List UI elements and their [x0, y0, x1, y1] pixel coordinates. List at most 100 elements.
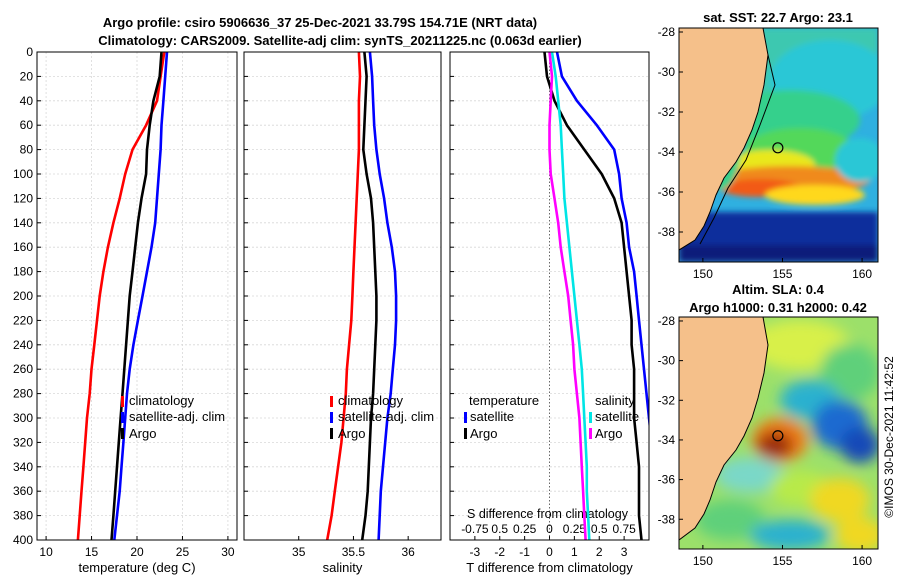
depth-tick-label: 400	[13, 533, 33, 547]
sla-map-title-line1: Altim. SLA: 0.4	[732, 282, 825, 297]
legend-swatch-sal-satellite	[589, 412, 592, 423]
legend-swatch-climatology	[121, 396, 124, 407]
x-axis-label: salinity	[323, 560, 363, 575]
depth-tick-label: 300	[13, 411, 33, 425]
series-argo	[360, 52, 378, 540]
map-y-tick-label: -30	[658, 65, 676, 79]
map-x-tick-label: 155	[772, 267, 792, 281]
x-tick-label-top: 0	[546, 522, 553, 536]
x-tick-label: 2	[596, 545, 603, 559]
map-x-tick-label: 160	[852, 267, 872, 281]
legend-header-temperature: temperature	[469, 393, 539, 408]
depth-tick-label: 140	[13, 216, 33, 230]
series-temperature-argo	[543, 52, 643, 540]
x-tick-label-top: 0.75	[612, 522, 636, 536]
x-axis-label: temperature (deg C)	[78, 560, 195, 575]
legend-swatch-sal-argo	[589, 428, 592, 439]
x-tick-label: 35.5	[342, 545, 366, 559]
legend-swatch-argo	[121, 428, 124, 439]
series-salinity-argo	[548, 52, 587, 540]
depth-tick-label: 160	[13, 240, 33, 254]
sla-argo-marker	[772, 430, 784, 442]
depth-tick-label: 100	[13, 167, 33, 181]
depth-tick-label: 40	[20, 94, 34, 108]
map-y-tick-label: -30	[658, 354, 676, 368]
sst-land-mask	[679, 28, 769, 251]
x-tick-label-top: 0.25	[513, 522, 537, 536]
depth-tick-label: 0	[26, 45, 33, 59]
depth-tick-label: 80	[20, 143, 34, 157]
map-y-tick-label: -38	[658, 225, 676, 239]
map-y-tick-label: -36	[658, 473, 676, 487]
salinity-axes: 35 35.5 36 salinity	[243, 51, 442, 575]
temperature-profile-frame	[36, 51, 238, 541]
sst-map	[678, 27, 879, 263]
depth-tick-label: 240	[13, 338, 33, 352]
depth-tick-label: 280	[13, 387, 33, 401]
map-x-tick-label: 160	[852, 554, 872, 568]
x-tick-label: 35	[292, 545, 306, 559]
sst-map-frame	[678, 27, 879, 263]
depth-tick-label: 180	[13, 265, 33, 279]
legend-label-climatology: climatology	[338, 393, 404, 408]
x-tick-label: -2	[494, 545, 505, 559]
legend-swatch-satellite	[330, 412, 333, 423]
x-tick-label-top: 0.5	[591, 522, 608, 536]
map-y-tick-label: -36	[658, 185, 676, 199]
series-climatology	[325, 52, 362, 540]
sla-map	[678, 316, 879, 550]
legend-label-temp-argo: Argo	[470, 426, 497, 441]
difference-legend: temperature satellite Argo salinity sate…	[464, 393, 639, 441]
temperature-axes: 10 15 20 25 30 temperature (deg C) 0 20 40 60 80 10…	[13, 45, 238, 575]
legend-label-temp-satellite: satellite	[470, 409, 514, 424]
legend-header-salinity: salinity	[595, 393, 635, 408]
series-climatology	[76, 52, 166, 540]
series-temperature-satellite	[555, 52, 649, 431]
x-tick-label-top: 0.25	[563, 522, 587, 536]
depth-tick-label: 320	[13, 435, 33, 449]
map-y-tick-label: -32	[658, 393, 676, 407]
depth-tick-label: 340	[13, 460, 33, 474]
map-x-tick-label: 155	[772, 554, 792, 568]
map-y-tick-label: -38	[658, 512, 676, 526]
series-satellite-adj-clim	[113, 52, 169, 540]
salinity-profile-frame	[243, 51, 442, 541]
sla-map-frame	[678, 316, 879, 550]
x-tick-label: 1	[571, 545, 578, 559]
x-tick-label: -3	[470, 545, 481, 559]
legend-swatch-argo	[330, 428, 333, 439]
series-salinity-satellite	[550, 52, 591, 540]
legend-label-sal-argo: Argo	[595, 426, 622, 441]
credit-stamp: ©IMOS 30-Dec-2021 11:42:52	[882, 356, 896, 518]
x-tick-label: -1	[519, 545, 530, 559]
map-y-tick-label: -32	[658, 105, 676, 119]
depth-tick-label: 220	[13, 313, 33, 327]
legend-label-satellite: satellite-adj. clim	[129, 409, 225, 424]
temperature-legend: climatology satellite-adj. clim Argo	[121, 393, 225, 441]
legend-label-argo: Argo	[338, 426, 365, 441]
difference-axes: -3 -2 -1 0 1 2 3 S difference from climatology-…	[449, 51, 650, 575]
figure-title-line2: Climatology: CARS2009. Satellite-adj cli…	[98, 33, 581, 48]
x-tick-label: 25	[176, 545, 190, 559]
series-argo	[110, 52, 163, 540]
depth-tick-label: 200	[13, 289, 33, 303]
sst-shelf-contour	[699, 54, 776, 245]
map-y-tick-label: -34	[658, 433, 676, 447]
figure-title-line1: Argo profile: csiro 5906636_37 25-Dec-20…	[103, 15, 537, 30]
map-x-tick-label: 150	[693, 554, 713, 568]
legend-label-satellite: satellite-adj. clim	[338, 409, 434, 424]
map-y-tick-label: -28	[658, 25, 676, 39]
map-y-tick-label: -34	[658, 145, 676, 159]
legend-label-climatology: climatology	[129, 393, 195, 408]
salinity-legend: climatology satellite-adj. clim Argo	[330, 393, 434, 441]
depth-tick-label: 260	[13, 362, 33, 376]
sst-map-title: sat. SST: 22.7 Argo: 23.1	[703, 10, 853, 25]
x-tick-label: 15	[85, 545, 99, 559]
legend-swatch-temp-satellite	[464, 412, 467, 423]
difference-profile-frame	[449, 51, 650, 541]
sla-land-mask	[679, 317, 769, 541]
depth-tick-label: 380	[13, 509, 33, 523]
depth-tick-label: 60	[20, 118, 34, 132]
legend-label-argo: Argo	[129, 426, 156, 441]
